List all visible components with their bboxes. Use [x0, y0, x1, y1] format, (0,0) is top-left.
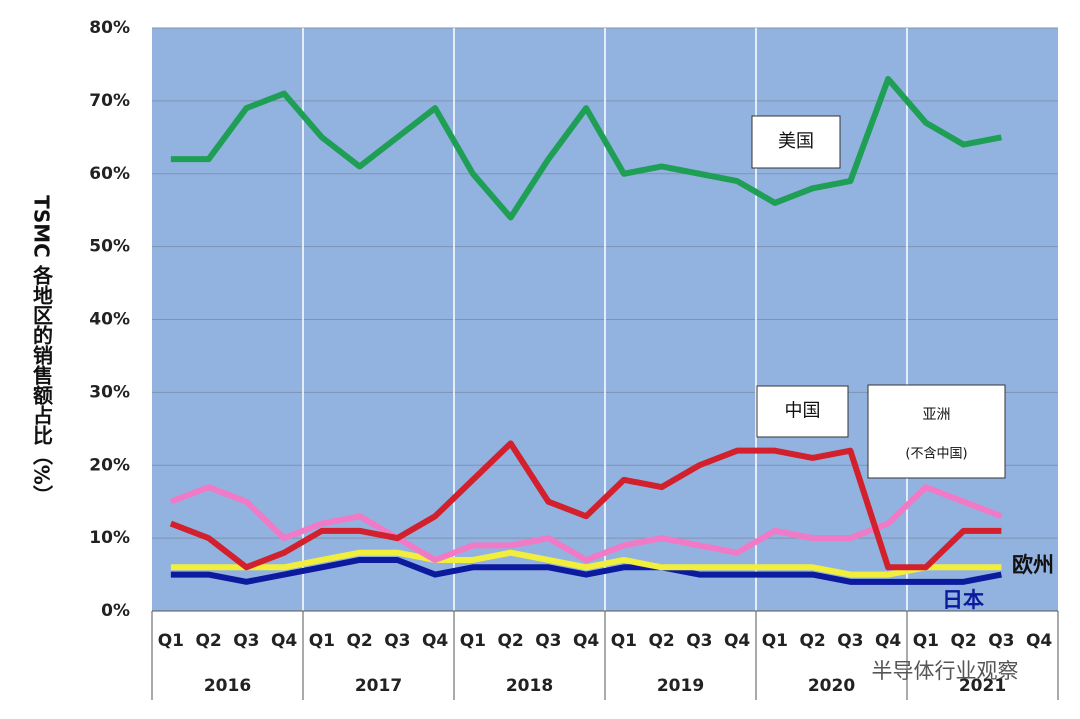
y-tick-label: 50%	[89, 237, 130, 257]
y-tick-label: 0%	[101, 601, 130, 621]
x-tick-label: Q3	[837, 631, 863, 651]
x-tick-label: Q2	[950, 631, 976, 651]
annotation-box	[867, 384, 1006, 479]
annotation-label: 亚洲	[923, 407, 951, 423]
x-tick-label: Q3	[686, 631, 712, 651]
x-tick-label: Q4	[271, 631, 297, 651]
y-tick-label: 30%	[89, 382, 130, 402]
x-tick-label: Q4	[422, 631, 448, 651]
x-tick-label: Q2	[648, 631, 674, 651]
annotation-label: 中国	[785, 401, 821, 422]
x-tick-label: Q3	[988, 631, 1014, 651]
year-label: 2021	[959, 676, 1006, 696]
x-tick-label: Q3	[535, 631, 561, 651]
annotation-box	[756, 385, 849, 438]
x-tick-label: Q4	[875, 631, 901, 651]
series-label: 日本	[942, 588, 984, 612]
year-label: 2019	[657, 676, 704, 696]
watermark: 半导体行业观察	[872, 659, 1019, 683]
y-tick-label: 60%	[89, 164, 130, 184]
x-tick-label: Q2	[799, 631, 825, 651]
x-tick-label: Q3	[233, 631, 259, 651]
year-label: 2018	[506, 676, 553, 696]
y-tick-label: 80%	[89, 18, 130, 38]
annotation-box	[751, 115, 841, 169]
y-tick-label: 10%	[89, 528, 130, 548]
series-line	[169, 484, 1003, 563]
x-tick-label: Q4	[1026, 631, 1052, 651]
series-label: 欧州	[1012, 553, 1054, 577]
series-line	[170, 556, 1002, 585]
series-line	[170, 76, 1002, 221]
x-tick-label: Q1	[158, 631, 184, 651]
x-tick-label: Q4	[724, 631, 750, 651]
x-tick-label: Q1	[460, 631, 486, 651]
x-tick-label: Q1	[913, 631, 939, 651]
x-tick-label: Q1	[611, 631, 637, 651]
x-tick-label: Q4	[573, 631, 599, 651]
y-tick-label: 20%	[89, 455, 130, 475]
x-tick-label: Q1	[309, 631, 335, 651]
y-axis-label: TSMC 各地区的销售额占比（%）	[30, 195, 54, 505]
x-tick-label: Q3	[384, 631, 410, 651]
y-tick-label: 40%	[89, 310, 130, 330]
x-tick-label: Q1	[762, 631, 788, 651]
y-tick-label: 70%	[89, 91, 130, 111]
x-tick-label: Q2	[497, 631, 523, 651]
x-tick-label: Q2	[195, 631, 221, 651]
series-line	[169, 440, 1002, 571]
series-line	[170, 549, 1002, 578]
year-label: 2017	[355, 676, 402, 696]
annotation-note: (不含中国)	[905, 446, 967, 462]
x-tick-label: Q2	[346, 631, 372, 651]
year-label: 2016	[204, 676, 251, 696]
year-label: 2020	[808, 676, 855, 696]
annotation-label: 美国	[778, 131, 814, 152]
